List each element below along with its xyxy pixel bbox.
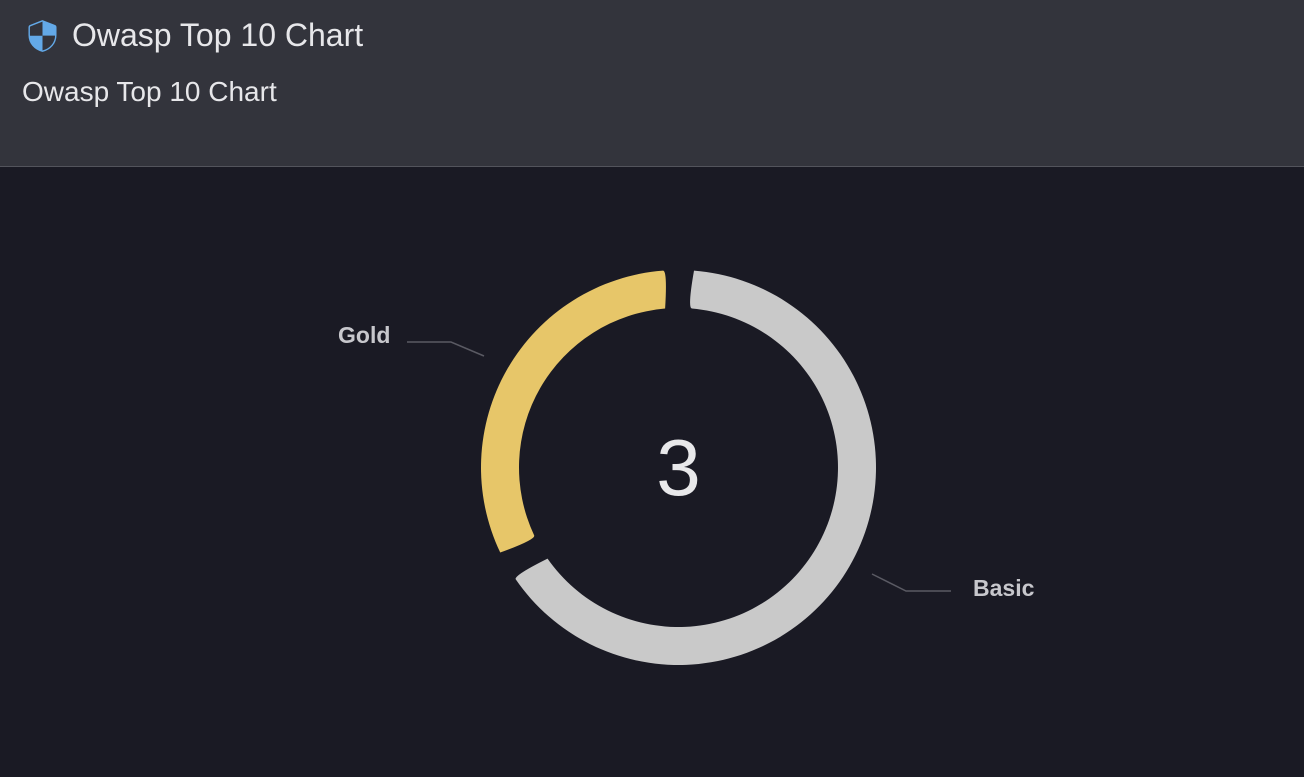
svg-text:Basic: Basic (973, 575, 1035, 601)
svg-text:Gold: Gold (338, 322, 390, 348)
svg-text:3: 3 (656, 423, 701, 512)
